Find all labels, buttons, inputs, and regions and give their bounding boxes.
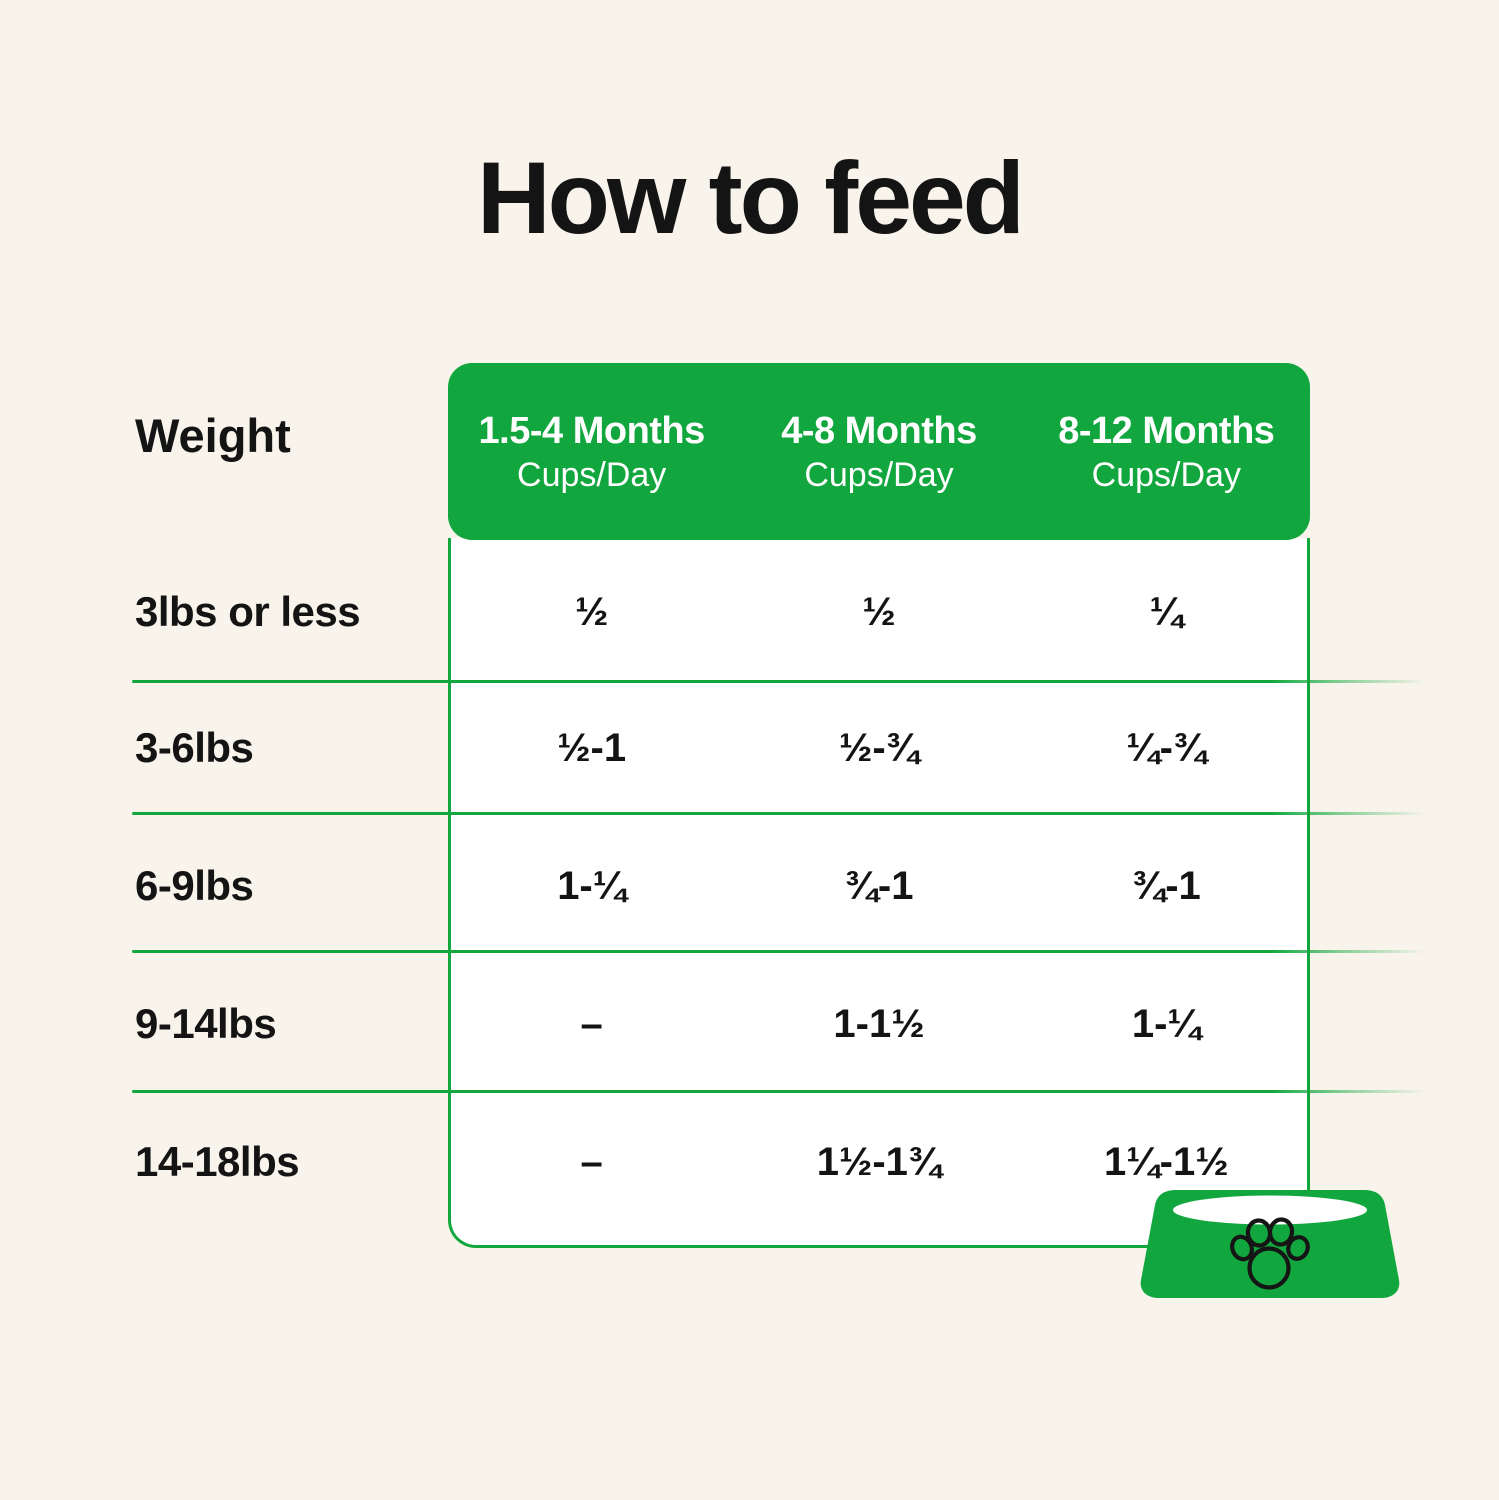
cell-value: 1-¼ bbox=[557, 864, 627, 908]
row-values: ½-1 ½-¾ ¼-¾ bbox=[448, 724, 1310, 772]
row-values: – 1½-1¾ 1¼-1½ bbox=[448, 1138, 1310, 1186]
dog-bowl-paw-icon bbox=[1140, 1190, 1400, 1298]
row-weight-label: 9-14lbs bbox=[135, 1000, 277, 1047]
row-values: 1-¼ ¾-1 ¾-1 bbox=[448, 862, 1310, 910]
row-values: ½ ½ ¼ bbox=[448, 588, 1310, 636]
table-body bbox=[448, 538, 1310, 1248]
header-col-1: 1.5-4 Months Cups/Day bbox=[448, 408, 735, 496]
cell-value: 1-¼ bbox=[1131, 1002, 1201, 1046]
row-divider-3 bbox=[132, 950, 1426, 953]
row-divider-2 bbox=[132, 812, 1426, 815]
table-row-9-14lbs: 9-14lbs – 1-1½ 1-¼ bbox=[0, 1000, 1499, 1048]
row-values: – 1-1½ 1-¼ bbox=[448, 1000, 1310, 1048]
cell-value: ¼-¾ bbox=[1126, 726, 1207, 770]
header-col-3: 8-12 Months Cups/Day bbox=[1023, 408, 1310, 496]
cell-value: 1-1½ bbox=[833, 1002, 925, 1046]
page-title: How to feed bbox=[477, 141, 1025, 255]
row-divider-4 bbox=[132, 1090, 1426, 1093]
row-weight-label: 3lbs or less bbox=[135, 588, 361, 635]
header-col-1-subtitle: Cups/Day bbox=[517, 455, 667, 494]
cell-value: ¼ bbox=[1149, 590, 1183, 634]
header-col-3-subtitle: Cups/Day bbox=[1091, 455, 1241, 494]
cell-value: ½-1 bbox=[557, 726, 627, 770]
row-weight-label: 14-18lbs bbox=[135, 1138, 300, 1185]
cell-value: – bbox=[580, 1002, 603, 1046]
header-col-2: 4-8 Months Cups/Day bbox=[735, 408, 1022, 496]
row-divider-1 bbox=[132, 680, 1426, 683]
cell-value: ¾-1 bbox=[1131, 864, 1201, 908]
table-header: 1.5-4 Months Cups/Day 4-8 Months Cups/Da… bbox=[448, 363, 1310, 540]
weight-column-header: Weight bbox=[135, 409, 291, 462]
table-row-6-9lbs: 6-9lbs 1-¼ ¾-1 ¾-1 bbox=[0, 862, 1499, 910]
header-col-2-title: 4-8 Months bbox=[781, 409, 977, 452]
header-col-3-title: 8-12 Months bbox=[1058, 409, 1275, 452]
row-weight-label: 6-9lbs bbox=[135, 862, 254, 909]
cell-value: ¾-1 bbox=[844, 864, 914, 908]
cell-value: ½ bbox=[574, 590, 609, 634]
table-row-3lbs-or-less: 3lbs or less ½ ½ ¼ bbox=[0, 588, 1499, 636]
row-weight-label: 3-6lbs bbox=[135, 724, 254, 771]
cell-value: – bbox=[580, 1140, 603, 1184]
cell-value: 1¼-1½ bbox=[1104, 1140, 1229, 1184]
table-row-14-18lbs: 14-18lbs – 1½-1¾ 1¼-1½ bbox=[0, 1138, 1499, 1186]
header-col-1-title: 1.5-4 Months bbox=[478, 409, 706, 452]
table-row-3-6lbs: 3-6lbs ½-1 ½-¾ ¼-¾ bbox=[0, 724, 1499, 772]
cell-value: ½ bbox=[862, 590, 896, 634]
header-col-2-subtitle: Cups/Day bbox=[804, 455, 954, 494]
cell-value: 1½-1¾ bbox=[816, 1140, 942, 1184]
cell-value: ½-¾ bbox=[838, 726, 920, 770]
